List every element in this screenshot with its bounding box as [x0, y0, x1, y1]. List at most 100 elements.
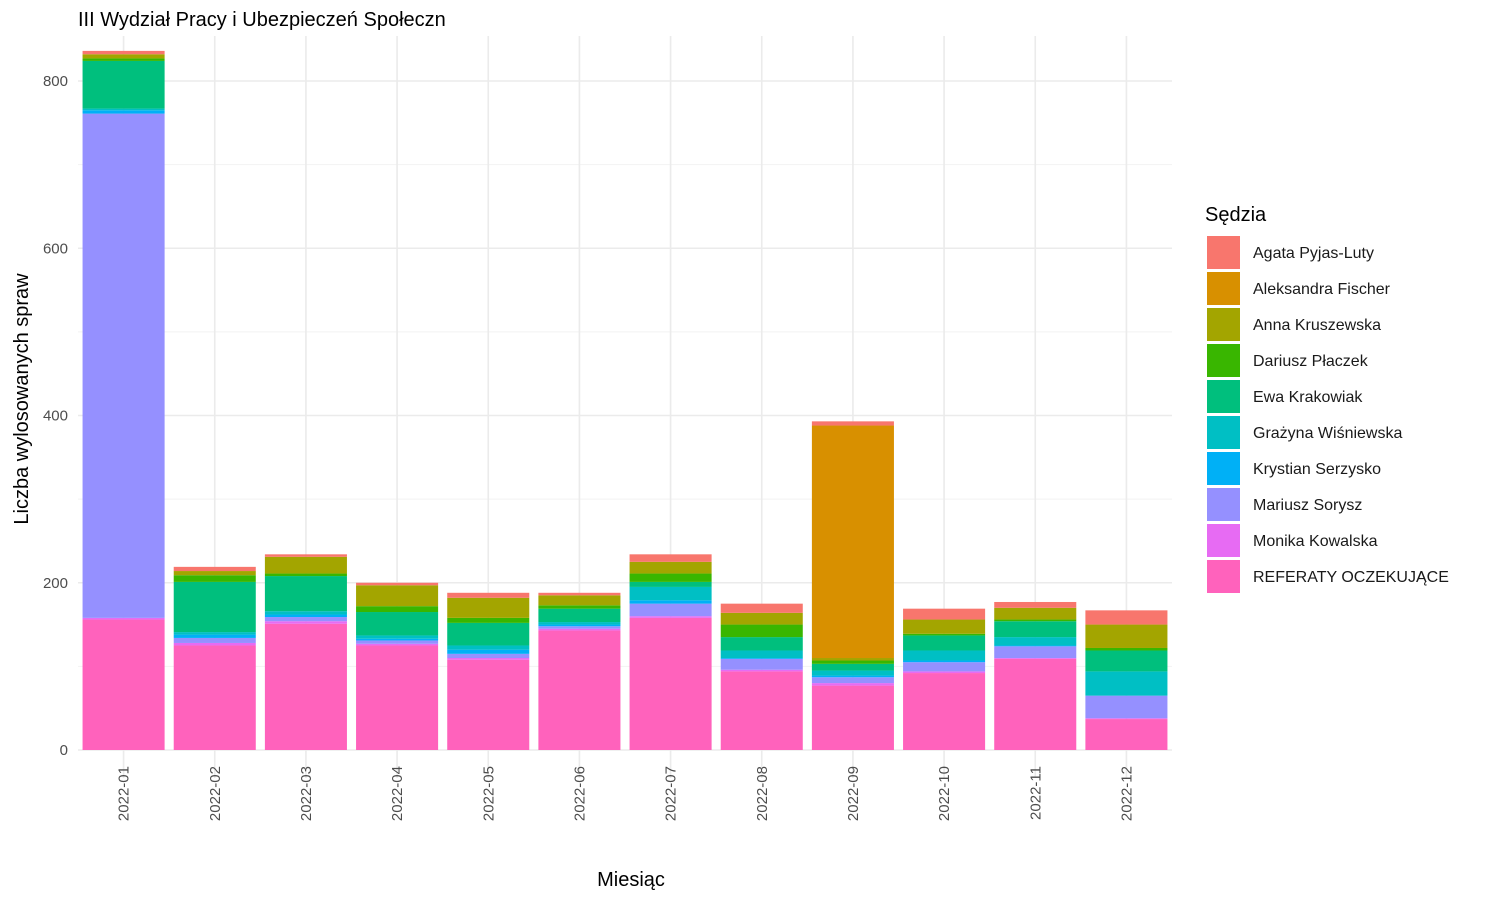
bar-segment — [447, 622, 530, 646]
y-tick-label: 200 — [43, 575, 68, 592]
bar-segment — [82, 110, 165, 114]
bar-segment — [629, 603, 712, 617]
legend-swatch — [1207, 380, 1240, 413]
bar-segment — [356, 606, 439, 613]
bar-segment — [720, 658, 803, 670]
bar-segment — [538, 622, 621, 625]
bar-segment — [720, 669, 803, 672]
bar-stack-2022-09 — [811, 421, 894, 750]
y-axis-ticks: 0 200 400 600 800 — [43, 73, 68, 759]
bar-segment — [629, 581, 712, 587]
legend-item: REFERATY OCZEKUJĄCE — [1207, 560, 1449, 593]
bar-segment — [173, 575, 256, 582]
legend-item: Monika Kowalska — [1207, 524, 1378, 557]
bar-segment — [173, 637, 256, 643]
bar-segment — [994, 607, 1077, 620]
y-axis-title: Liczba wylosowanych spraw — [11, 273, 33, 525]
bar-segment — [629, 616, 712, 618]
bar-stack-2022-06 — [538, 592, 621, 750]
bar-segment — [903, 633, 986, 636]
bar-segment — [82, 50, 165, 55]
bars — [82, 50, 1168, 750]
bar-segment — [447, 592, 530, 598]
bar-segment — [173, 571, 256, 576]
bar-segment — [447, 653, 530, 659]
y-tick-label: 600 — [43, 240, 68, 257]
bar-segment — [811, 670, 894, 676]
x-tick-label: 2022-04 — [389, 766, 406, 821]
bar-segment — [994, 645, 1077, 647]
bar-segment — [811, 425, 894, 659]
bar-segment — [538, 624, 621, 627]
bar-segment — [356, 640, 439, 644]
legend-label: Monika Kowalska — [1253, 533, 1378, 550]
bar-segment — [356, 612, 439, 636]
bar-segment — [264, 617, 347, 622]
bar-segment — [811, 658, 894, 661]
bar-segment — [994, 646, 1077, 659]
bar-segment — [447, 645, 530, 650]
bar-segment — [903, 673, 986, 750]
bar-segment — [720, 658, 803, 659]
bar-stack-2022-02 — [173, 566, 256, 750]
y-tick-label: 800 — [43, 73, 68, 90]
x-tick-label: 2022-08 — [754, 766, 771, 821]
bar-segment — [173, 632, 256, 635]
x-tick-label: 2022-03 — [298, 766, 315, 821]
bar-segment — [356, 635, 439, 639]
bar-segment — [811, 421, 894, 426]
legend-swatch — [1207, 488, 1240, 521]
bar-segment — [629, 561, 712, 574]
bar-segment — [811, 675, 894, 678]
y-tick-label: 400 — [43, 408, 68, 425]
bar-segment — [994, 658, 1077, 659]
legend-swatch — [1207, 272, 1240, 305]
bar-segment — [356, 585, 439, 607]
bar-segment — [447, 597, 530, 618]
bar-segment — [811, 677, 894, 684]
bar-segment — [720, 624, 803, 638]
y-tick-label: 0 — [60, 742, 68, 759]
legend-label: Grażyna Wiśniewska — [1253, 425, 1402, 442]
legend-label: Anna Kruszewska — [1253, 317, 1381, 334]
bar-segment — [447, 649, 530, 654]
legend-swatch — [1207, 308, 1240, 341]
bar-segment — [720, 671, 803, 750]
bar-segment — [994, 637, 1077, 646]
bar-segment — [903, 671, 986, 674]
legend-item: Aleksandra Fischer — [1207, 272, 1391, 305]
bar-segment — [994, 601, 1077, 608]
bar-segment — [629, 586, 712, 601]
x-tick-label: 2022-02 — [207, 766, 224, 821]
bar-segment — [447, 659, 530, 750]
x-tick-label: 2022-07 — [663, 766, 680, 821]
bar-segment — [264, 573, 347, 577]
bar-segment — [264, 554, 347, 557]
x-tick-label: 2022-06 — [571, 766, 588, 821]
bar-segment — [538, 608, 621, 623]
chart-title: III Wydział Pracy i Ubezpieczeń Społeczn — [78, 9, 446, 31]
bar-stack-2022-08 — [720, 603, 803, 750]
legend: Sędzia Agata Pyjas-Luty Aleksandra Fische… — [1205, 204, 1449, 593]
bar-segment — [538, 630, 621, 750]
bar-segment — [903, 608, 986, 620]
bar-segment — [903, 635, 986, 651]
x-axis-title: Miesiąc — [597, 869, 665, 891]
bar-segment — [264, 623, 347, 750]
bar-segment — [264, 621, 347, 624]
bar-segment — [1085, 719, 1168, 750]
legend-label: Dariusz Płaczek — [1253, 353, 1369, 370]
bar-segment — [811, 685, 894, 750]
legend-item: Grażyna Wiśniewska — [1207, 416, 1402, 449]
x-tick-label: 2022-01 — [116, 766, 133, 821]
bar-stack-2022-05 — [447, 592, 530, 750]
bar-segment — [629, 573, 712, 582]
bar-segment — [811, 683, 894, 686]
bar-segment — [1085, 624, 1168, 648]
bar-segment — [538, 595, 621, 606]
bar-segment — [447, 617, 530, 623]
bar-segment — [356, 645, 439, 750]
x-tick-label: 2022-12 — [1118, 766, 1135, 821]
bar-segment — [356, 643, 439, 646]
